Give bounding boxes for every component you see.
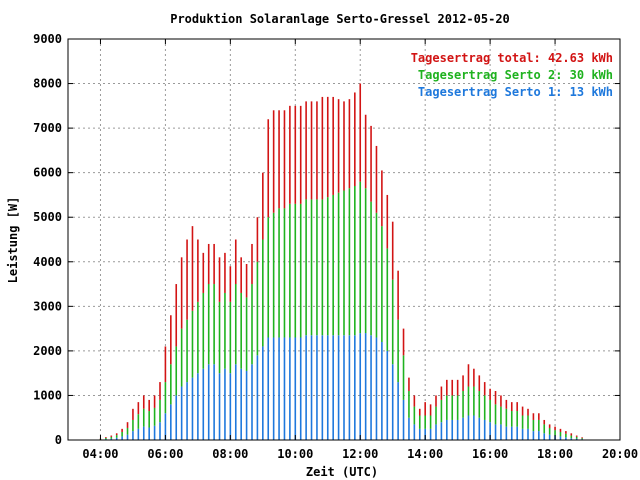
x-tick-label: 18:00 [537, 447, 573, 461]
plot-frame [67, 38, 621, 441]
legend-entry: Tagesertrag total: 42.63 kWh [411, 51, 613, 65]
x-tick-label: 14:00 [407, 447, 443, 461]
y-axis: 0 1000 2000 3000 4000 5000 6000 7000 8000 9000 [33, 32, 620, 447]
chart-title: Produktion Solaranlage Serto-Gressel 201… [170, 12, 510, 26]
y-axis-label: Leistung [W] [6, 197, 20, 284]
y-tick-label: 3000 [33, 299, 62, 313]
x-axis-label: Zeit (UTC) [306, 465, 378, 479]
x-tick-label: 04:00 [82, 447, 118, 461]
y-tick-label: 5000 [33, 210, 62, 224]
y-tick-label: 4000 [33, 255, 62, 269]
legend-entry: Tagesertrag Serto 2: 30 kWh [418, 68, 613, 82]
x-tick-label: 10:00 [277, 447, 313, 461]
x-axis: 04:00 06:00 08:00 10:00 12:00 14:00 16:00 18:00… [82, 39, 638, 461]
y-tick-label: 1000 [33, 388, 62, 402]
x-tick-label: 16:00 [472, 447, 508, 461]
y-tick-label: 0 [55, 433, 62, 447]
y-tick-label: 8000 [33, 77, 62, 91]
y-tick-label: 2000 [33, 344, 62, 358]
y-tick-label: 6000 [33, 166, 62, 180]
x-tick-label: 12:00 [342, 447, 378, 461]
bars [99, 83, 583, 440]
y-tick-label: 7000 [33, 121, 62, 135]
legend-entry: Tagesertrag Serto 1: 13 kWh [418, 85, 613, 99]
y-tick-label: 9000 [33, 32, 62, 46]
x-tick-label: 20:00 [602, 447, 638, 461]
x-tick-label: 06:00 [147, 447, 183, 461]
x-tick-label: 08:00 [212, 447, 248, 461]
legend: Tagesertrag total: 42.63 kWh Tagesertrag … [411, 51, 613, 99]
